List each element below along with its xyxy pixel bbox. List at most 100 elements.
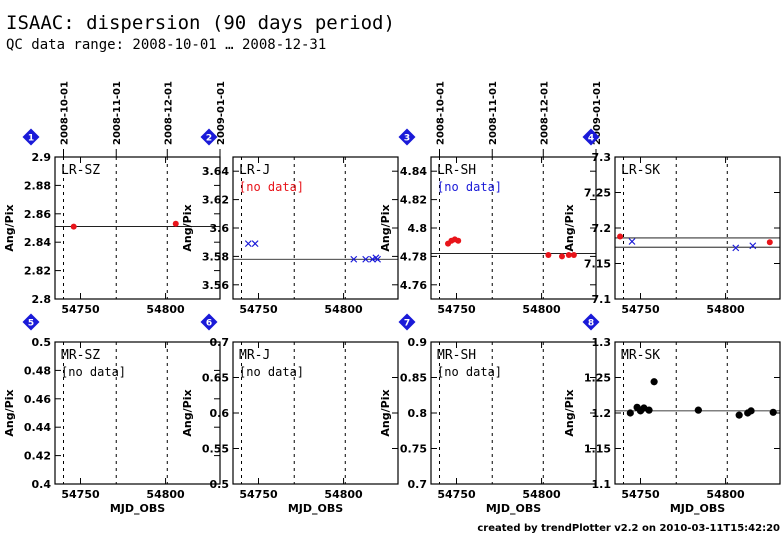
marker-stroke: [244, 240, 252, 248]
panel-label: LR-SZ: [61, 163, 100, 178]
date-tick-label: 2008-12-01: [163, 81, 174, 145]
date-tick-label: 2008-10-01: [436, 81, 447, 145]
plot-frame: [614, 156, 781, 300]
panel-mr-sk: 1.1 1.15 1.2 1.25 1.3 54750 54800 Ang/Pix MJD_OB…: [563, 313, 781, 515]
y-tick-label: 0.85: [400, 372, 427, 385]
no-data-label: [no data]: [61, 365, 126, 379]
panel-number-badge: [200, 313, 218, 331]
y-tick-label: 0.65: [202, 372, 229, 385]
panel-lr-sk: 7.1 7.15 7.2 7.25 7.3 54750 54800 Ang/Pix 4 LR-SK: [563, 128, 781, 316]
x-tick-label: 54800: [146, 303, 185, 316]
x-axis-label: MJD_OBS: [288, 502, 343, 515]
plot-frame: [54, 156, 221, 300]
panel-number: 8: [588, 319, 594, 329]
page-title: ISAAC: dispersion (90 days period): [6, 12, 395, 34]
y-tick-label: 2.9: [32, 151, 52, 164]
panels: 2.8 2.82 2.84 2.86 2.88 2.9 54750 54800 2008-10-…: [3, 81, 781, 515]
y-tick-label: 0.5: [32, 336, 52, 349]
y-tick-label: 3.62: [202, 194, 229, 207]
data-point-x: [749, 242, 757, 250]
panel-mr-sz: 0.4 0.42 0.44 0.46 0.48 0.5 54750 54800 Ang/Pix M…: [3, 313, 221, 515]
panel-lr-sh: 4.76 4.78 4.8 4.82 4.84 54750 54800 2008-10-01 2…: [379, 81, 603, 316]
x-tick-label: 54750: [621, 488, 660, 501]
y-tick-label: 0.7: [210, 336, 230, 349]
y-tick-label: 4.8: [408, 222, 428, 235]
marker-stroke: [628, 238, 636, 245]
y-tick-label: 7.15: [584, 258, 611, 271]
y-tick-label: 7.2: [592, 222, 612, 235]
y-tick-label: 0.6: [210, 407, 230, 420]
x-tick-label: 54800: [146, 488, 185, 501]
panel-number-badge: [398, 128, 416, 146]
data-point: [570, 251, 577, 258]
data-point-x: [362, 255, 370, 263]
data-point: [565, 251, 572, 258]
x-tick-label: 54750: [239, 303, 278, 316]
y-tick-label: 1.2: [592, 407, 612, 420]
date-tick-label: 2008-12-01: [539, 81, 550, 145]
panel-number: 1: [28, 134, 34, 144]
date-tick-label: 2009-01-01: [216, 81, 227, 145]
data-point-x: [244, 240, 252, 248]
panel-mr-j: 0.5 0.55 0.6 0.65 0.7 54750 54800 Ang/Pix MJD_OB…: [181, 313, 399, 515]
data-point: [769, 408, 777, 416]
y-axis-label: Ang/Pix: [563, 204, 576, 251]
y-tick-label: 0.48: [24, 364, 51, 377]
x-axis-label: MJD_OBS: [670, 502, 725, 515]
plot-frame: [232, 341, 399, 485]
y-tick-label: 0.8: [408, 407, 428, 420]
y-tick-label: 3.58: [202, 250, 229, 263]
y-tick-label: 2.84: [24, 236, 51, 249]
marker-stroke: [362, 255, 370, 263]
y-axis-label: Ang/Pix: [379, 389, 392, 436]
panel-lr-j: 3.56 3.58 3.6 3.62 3.64 54750 54800 Ang/Pix 2 LR-…: [181, 128, 399, 316]
data-point: [766, 239, 773, 246]
panel-number: 4: [588, 134, 594, 144]
no-data-label: [no data]: [437, 180, 502, 194]
page-subtitle: QC data range: 2008-10-01 … 2008-12-31: [6, 37, 326, 53]
y-tick-label: 3.56: [202, 279, 229, 292]
marker-stroke: [350, 255, 358, 263]
y-tick-label: 0.5: [210, 478, 230, 491]
y-tick-label: 4.82: [400, 194, 427, 207]
panel-number-badge: [200, 128, 218, 146]
y-tick-label: 1.1: [592, 478, 612, 491]
panel-number: 5: [28, 319, 34, 329]
y-axis-label: Ang/Pix: [181, 389, 194, 436]
data-point-x: [732, 244, 740, 252]
y-tick-label: 2.88: [24, 179, 51, 192]
date-tick-label: 2008-11-01: [112, 81, 123, 145]
panel-label: LR-SK: [621, 163, 660, 178]
panel-label: LR-SH: [437, 163, 476, 178]
marker-stroke: [749, 242, 757, 250]
footer-credit: created by trendPlotter v2.2 on 2010-03-…: [477, 523, 780, 534]
y-axis-label: Ang/Pix: [3, 204, 16, 251]
y-axis-label: Ang/Pix: [563, 389, 576, 436]
y-tick-label: 0.46: [24, 393, 51, 406]
y-tick-label: 1.25: [584, 372, 611, 385]
y-tick-label: 0.4: [32, 478, 52, 491]
x-axis-label: MJD_OBS: [486, 502, 541, 515]
y-tick-label: 1.15: [584, 443, 611, 456]
marker-stroke: [374, 255, 382, 263]
x-tick-label: 54750: [621, 303, 660, 316]
data-point: [545, 251, 552, 258]
data-point: [70, 223, 77, 230]
x-tick-label: 54750: [437, 303, 476, 316]
data-point: [558, 253, 565, 260]
y-tick-label: 2.8: [32, 293, 52, 306]
panel-number: 6: [206, 319, 212, 329]
panel-label: MR-J: [239, 348, 270, 363]
data-point: [645, 406, 653, 414]
y-tick-label: 0.7: [408, 478, 428, 491]
plot-frame: [232, 156, 399, 300]
y-tick-label: 7.3: [592, 151, 612, 164]
x-tick-label: 54750: [437, 488, 476, 501]
panel-number-badge: [582, 128, 600, 146]
data-point-x: [350, 255, 358, 263]
data-point-x: [251, 240, 259, 248]
data-point-x: [628, 238, 636, 245]
x-tick-label: 54750: [61, 488, 100, 501]
data-point: [747, 407, 755, 415]
